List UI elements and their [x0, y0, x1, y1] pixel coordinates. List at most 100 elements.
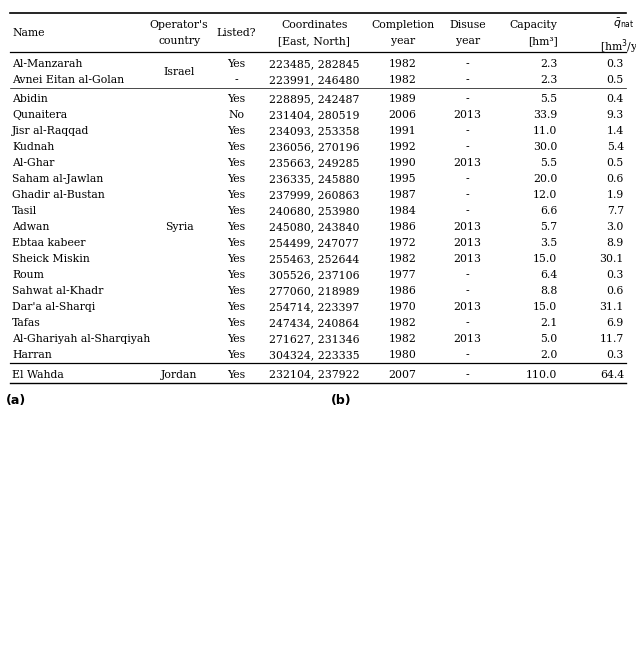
Text: 30.0: 30.0 [533, 142, 558, 152]
Text: 0.4: 0.4 [607, 94, 624, 104]
Text: Saham al-Jawlan: Saham al-Jawlan [12, 174, 103, 184]
Text: -: - [466, 270, 469, 280]
Text: Operator's: Operator's [150, 20, 209, 30]
Text: Disuse: Disuse [450, 20, 486, 30]
Text: -: - [466, 350, 469, 360]
Text: No: No [228, 110, 244, 120]
Text: Al-Manzarah: Al-Manzarah [12, 59, 83, 69]
Text: 5.5: 5.5 [541, 158, 558, 168]
Text: 12.0: 12.0 [533, 190, 558, 200]
Text: 0.3: 0.3 [607, 350, 624, 360]
Text: -: - [466, 126, 469, 136]
Text: -: - [466, 190, 469, 200]
Text: 254714, 223397: 254714, 223397 [269, 302, 359, 312]
Text: 15.0: 15.0 [533, 302, 558, 312]
Text: 234093, 253358: 234093, 253358 [269, 126, 359, 136]
Text: 2013: 2013 [453, 110, 481, 120]
Text: year: year [391, 36, 415, 46]
Text: Yes: Yes [227, 59, 245, 69]
Text: -: - [466, 174, 469, 184]
Text: 236056, 270196: 236056, 270196 [269, 142, 359, 152]
Text: Yes: Yes [227, 350, 245, 360]
Text: 8.8: 8.8 [540, 286, 558, 296]
Text: Yes: Yes [227, 126, 245, 136]
Text: Yes: Yes [227, 238, 245, 248]
Text: 232104, 237922: 232104, 237922 [269, 370, 359, 379]
Text: -: - [466, 286, 469, 296]
Text: 3.5: 3.5 [540, 238, 558, 248]
Text: Yes: Yes [227, 158, 245, 168]
Text: Yes: Yes [227, 334, 245, 345]
Text: 1995: 1995 [389, 174, 417, 184]
Text: 1982: 1982 [389, 75, 417, 84]
Text: 237999, 260863: 237999, 260863 [269, 190, 359, 200]
Text: 236335, 245880: 236335, 245880 [269, 174, 359, 184]
Text: 2.3: 2.3 [540, 75, 558, 84]
Text: Yes: Yes [227, 318, 245, 328]
Text: Listed?: Listed? [216, 28, 256, 38]
Text: Dar'a al-Sharqi: Dar'a al-Sharqi [12, 302, 95, 312]
Text: 30.1: 30.1 [600, 254, 624, 264]
Text: 33.9: 33.9 [533, 110, 558, 120]
Text: 0.6: 0.6 [607, 174, 624, 184]
Text: Yes: Yes [227, 206, 245, 216]
Text: Al-Ghariyah al-Sharqiyah: Al-Ghariyah al-Sharqiyah [12, 334, 150, 345]
Text: El Wahda: El Wahda [12, 370, 64, 379]
Text: country: country [158, 36, 200, 46]
Text: $\bar{q}_{\rm nat}$: $\bar{q}_{\rm nat}$ [613, 17, 635, 31]
Text: 2.3: 2.3 [540, 59, 558, 69]
Text: 2.0: 2.0 [540, 350, 558, 360]
Text: Name: Name [12, 28, 45, 38]
Text: 1991: 1991 [389, 126, 417, 136]
Text: 31.1: 31.1 [600, 302, 624, 312]
Text: 1982: 1982 [389, 254, 417, 264]
Text: 1980: 1980 [389, 350, 417, 360]
Text: Yes: Yes [227, 302, 245, 312]
Text: Completion: Completion [371, 20, 434, 30]
Text: 15.0: 15.0 [533, 254, 558, 264]
Text: 20.0: 20.0 [533, 174, 558, 184]
Text: 1.4: 1.4 [607, 126, 624, 136]
Text: year: year [455, 36, 480, 46]
Text: 223485, 282845: 223485, 282845 [269, 59, 359, 69]
Text: 11.0: 11.0 [533, 126, 558, 136]
Text: 6.6: 6.6 [540, 206, 558, 216]
Text: 277060, 218989: 277060, 218989 [269, 286, 359, 296]
Text: 2013: 2013 [453, 302, 481, 312]
Text: Yes: Yes [227, 370, 245, 379]
Text: 1982: 1982 [389, 59, 417, 69]
Text: -: - [466, 370, 469, 379]
Text: 0.3: 0.3 [607, 59, 624, 69]
Text: Qunaitera: Qunaitera [12, 110, 67, 120]
Text: Tafas: Tafas [12, 318, 41, 328]
Text: Harran: Harran [12, 350, 52, 360]
Text: 5.5: 5.5 [541, 94, 558, 104]
Text: Yes: Yes [227, 270, 245, 280]
Text: -: - [466, 206, 469, 216]
Text: 2013: 2013 [453, 254, 481, 264]
Text: 304324, 223335: 304324, 223335 [269, 350, 359, 360]
Text: 305526, 237106: 305526, 237106 [269, 270, 359, 280]
Text: 2006: 2006 [389, 110, 417, 120]
Text: -: - [466, 318, 469, 328]
Text: Avnei Eitan al-Golan: Avnei Eitan al-Golan [12, 75, 124, 84]
Text: Tasil: Tasil [12, 206, 38, 216]
Text: 1972: 1972 [389, 238, 417, 248]
Text: 1990: 1990 [389, 158, 417, 168]
Text: (b): (b) [331, 394, 351, 407]
Text: 247434, 240864: 247434, 240864 [269, 318, 359, 328]
Text: 255463, 252644: 255463, 252644 [269, 254, 359, 264]
Text: Yes: Yes [227, 286, 245, 296]
Text: 235663, 249285: 235663, 249285 [269, 158, 359, 168]
Text: 231404, 280519: 231404, 280519 [269, 110, 359, 120]
Text: -: - [466, 59, 469, 69]
Text: 0.5: 0.5 [607, 75, 624, 84]
Text: Kudnah: Kudnah [12, 142, 54, 152]
Text: 1992: 1992 [389, 142, 417, 152]
Text: 0.5: 0.5 [607, 158, 624, 168]
Text: -: - [466, 142, 469, 152]
Text: 1.9: 1.9 [607, 190, 624, 200]
Text: 64.4: 64.4 [600, 370, 624, 379]
Text: 228895, 242487: 228895, 242487 [269, 94, 359, 104]
Text: 223991, 246480: 223991, 246480 [269, 75, 359, 84]
